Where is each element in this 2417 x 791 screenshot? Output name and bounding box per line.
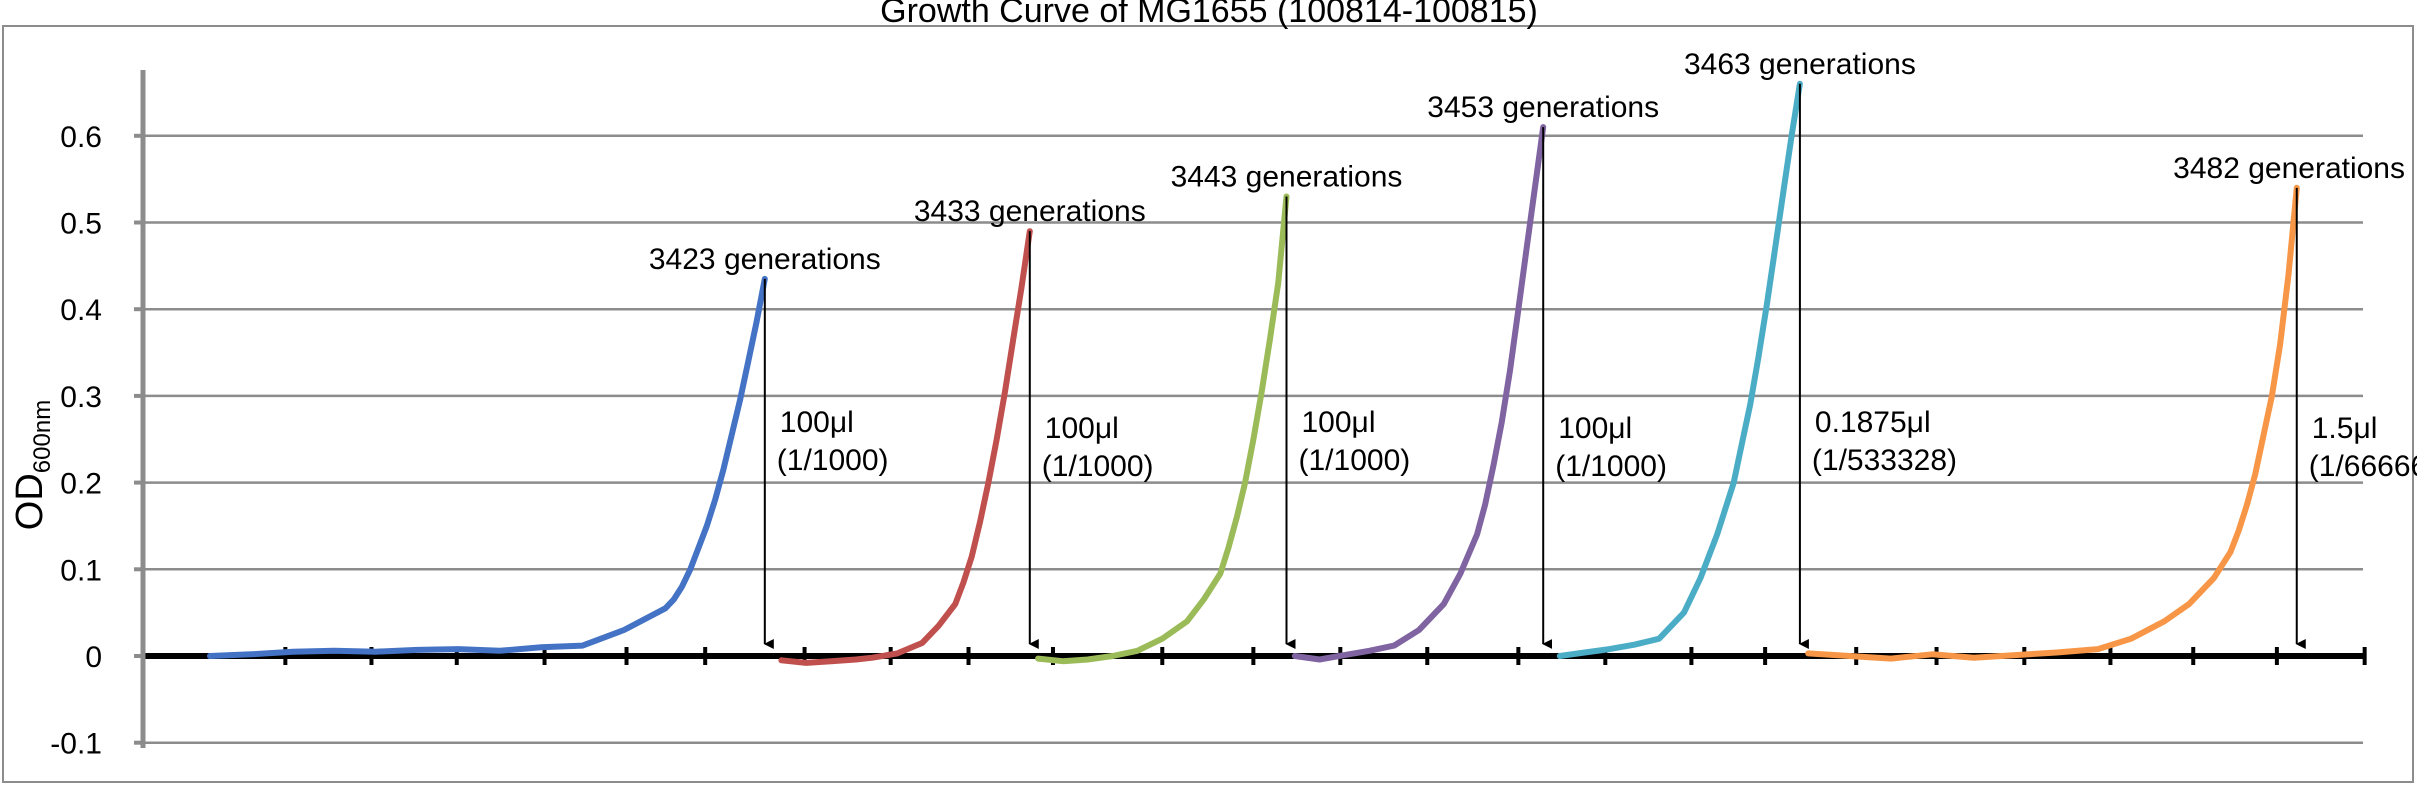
annotation-4: 3453 generations 100μl (1/1000) bbox=[1427, 91, 1667, 649]
annotation-2: 3433 generations 100μl (1/1000) bbox=[914, 195, 1154, 649]
generation-label: 3443 generations bbox=[1171, 160, 1403, 193]
transfer-volume-label: 100μl bbox=[780, 406, 854, 439]
series-line-3 bbox=[1035, 193, 1290, 665]
annotation-6: 3482 generations 1.5μl (1/66666) bbox=[2173, 152, 2417, 649]
generation-label: 3463 generations bbox=[1684, 48, 1916, 81]
dilution-label: (1/1000) bbox=[1299, 444, 1411, 477]
dilution-label: (1/1000) bbox=[1042, 450, 1154, 483]
y-tick-label: 0.3 bbox=[60, 381, 102, 414]
transfer-volume-label: 0.1875μl bbox=[1815, 406, 1931, 439]
chart-area-border bbox=[2, 25, 2414, 783]
dilution-label: (1/533328) bbox=[1812, 444, 1957, 477]
y-axis-title-main: OD bbox=[9, 473, 51, 530]
y-tick-label: 0.5 bbox=[60, 208, 102, 241]
series-line-4 bbox=[1291, 124, 1547, 663]
y-tick-label: 0.2 bbox=[60, 468, 102, 501]
transfer-volume-label: 100μl bbox=[1558, 412, 1632, 445]
transfer-volume-label: 100μl bbox=[1045, 412, 1119, 445]
series-line-5 bbox=[1556, 80, 1803, 659]
y-tick-label: 0 bbox=[85, 641, 102, 674]
gridlines bbox=[143, 134, 2367, 744]
y-axis-title: OD600nm bbox=[9, 400, 56, 530]
dilution-label: (1/1000) bbox=[777, 444, 889, 477]
dilution-label: (1/66666) bbox=[2309, 450, 2417, 483]
series-lines bbox=[207, 80, 2300, 666]
transfer-volume-label: 100μl bbox=[1302, 406, 1376, 439]
generation-label: 3423 generations bbox=[649, 243, 881, 276]
y-axis: -0.1 0 0.1 0.2 0.3 0.4 0.5 0.6 bbox=[50, 70, 146, 761]
dilution-label: (1/1000) bbox=[1555, 450, 1667, 483]
y-tick-label: 0.6 bbox=[60, 121, 102, 154]
y-axis-title-subscript: 600nm bbox=[29, 400, 56, 473]
generation-label: 3433 generations bbox=[914, 195, 1146, 228]
y-tick-label: -0.1 bbox=[50, 728, 102, 761]
annotation-5: 3463 generations 0.1875μl (1/533328) bbox=[1684, 48, 1957, 649]
series-line-6 bbox=[1805, 184, 2300, 662]
series-line-2 bbox=[778, 228, 1033, 666]
series-line-1 bbox=[207, 275, 768, 659]
y-tick-label: 0.4 bbox=[60, 294, 102, 327]
svg-text:OD600nm: OD600nm bbox=[9, 400, 56, 530]
chart-title: Growth Curve of MG1655 (100814-100815) bbox=[880, 0, 1538, 30]
generation-label: 3482 generations bbox=[2173, 152, 2405, 185]
annotation-1: 3423 generations 100μl (1/1000) bbox=[649, 243, 889, 649]
generation-label: 3453 generations bbox=[1427, 91, 1659, 124]
y-tick-label: 0.1 bbox=[60, 554, 102, 587]
transfer-volume-label: 1.5μl bbox=[2312, 412, 2378, 445]
annotation-3: 3443 generations 100μl (1/1000) bbox=[1171, 160, 1411, 649]
